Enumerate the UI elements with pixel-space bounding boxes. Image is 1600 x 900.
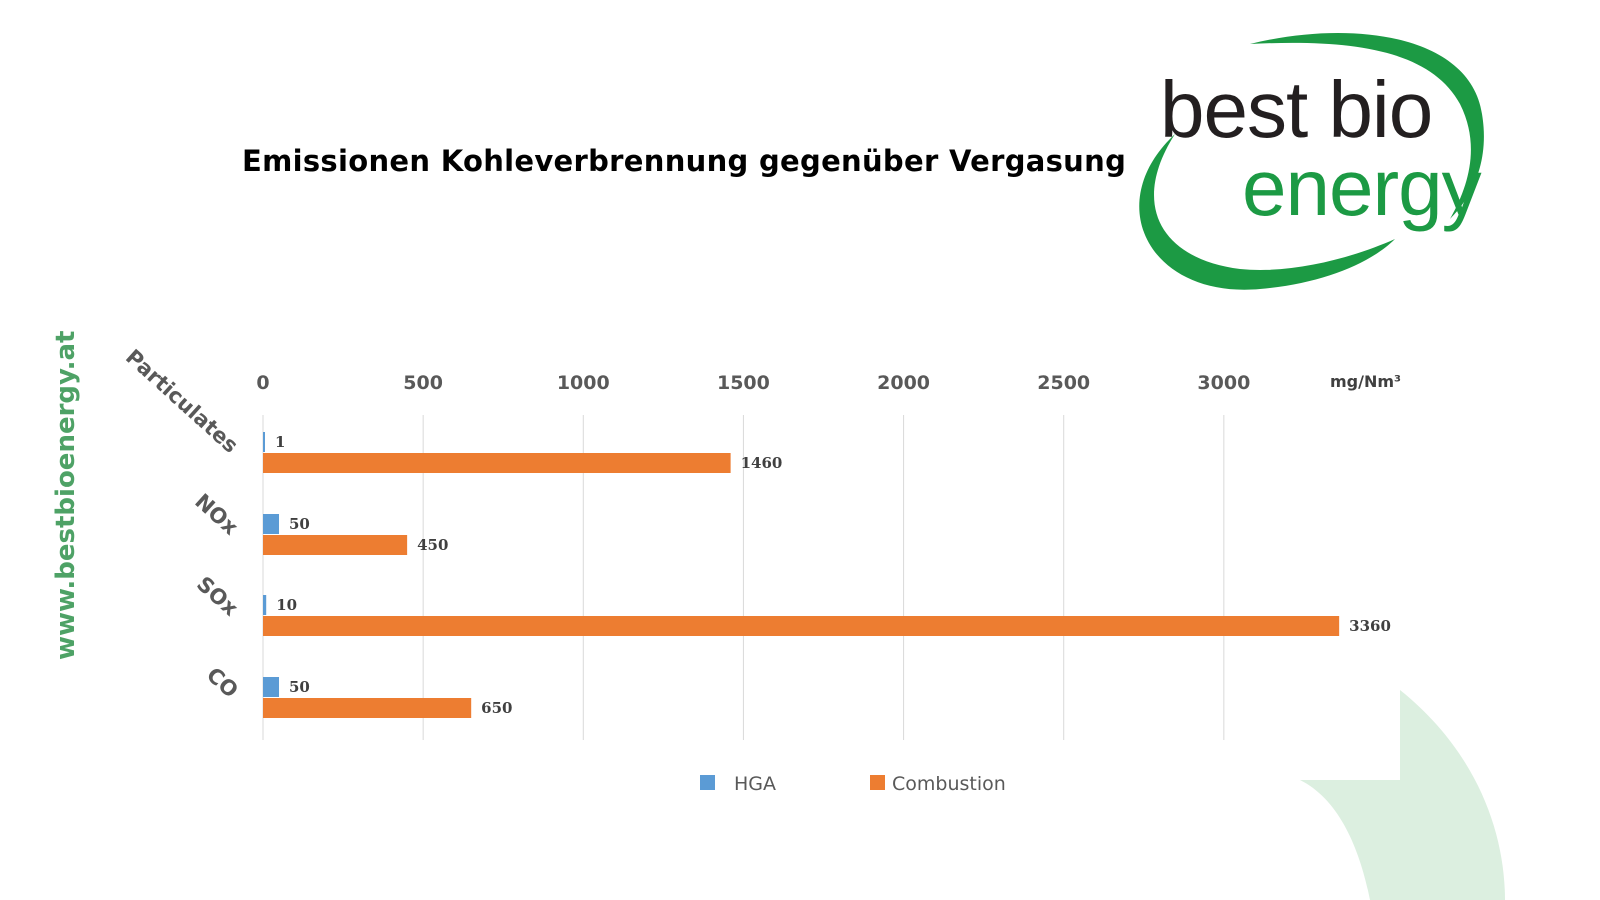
- bar-hga: [263, 677, 280, 697]
- data-label: 50: [289, 515, 310, 533]
- data-label: 450: [417, 536, 448, 554]
- category-label: SOx: [192, 572, 243, 621]
- legend-swatch: [870, 775, 885, 790]
- x-tick-label: 1500: [717, 372, 770, 394]
- category-label: CO: [202, 663, 243, 703]
- category-label: Particulates: [121, 345, 243, 458]
- legend: HGA Combustion: [700, 773, 1006, 795]
- x-tick-label: 2000: [877, 372, 930, 394]
- x-tick-label: 2500: [1037, 372, 1090, 394]
- unit-label: mg/Nm³: [1330, 372, 1401, 391]
- logo-swoosh: [1139, 32, 1484, 290]
- bar-combustion: [263, 535, 408, 555]
- legend-label: Combustion: [892, 773, 1006, 795]
- data-label: 650: [481, 699, 512, 717]
- bar-combustion: [263, 453, 731, 473]
- x-axis-ticks: 0 500 1000 1500 2000 2500 3000: [256, 372, 1250, 394]
- decorative-arrow-shape: [1300, 680, 1600, 900]
- slide-title: Emissionen Kohleverbrennung gegenüber Ve…: [242, 144, 1127, 178]
- data-labels: 1 1460 50 450 10 3360 50 650: [275, 433, 1391, 717]
- data-label: 1460: [741, 454, 783, 472]
- bar-hga: [263, 432, 265, 452]
- bar-hga: [263, 595, 267, 615]
- data-label: 10: [276, 596, 297, 614]
- x-tick-label: 1000: [557, 372, 610, 394]
- bar-hga: [263, 514, 280, 534]
- legend-label: HGA: [734, 773, 776, 795]
- logo-text-energy: energy: [1242, 143, 1482, 232]
- x-tick-label: 0: [256, 372, 269, 394]
- bar-combustion: [263, 616, 1340, 636]
- bar-combustion: [263, 698, 472, 718]
- company-logo: best bio energy: [1120, 24, 1540, 304]
- category-label: NOx: [190, 489, 243, 540]
- data-label: 1: [275, 433, 285, 451]
- data-label: 50: [289, 678, 310, 696]
- data-label: 3360: [1349, 617, 1391, 635]
- legend-swatch: [700, 775, 715, 790]
- bars: [263, 432, 1340, 718]
- x-tick-label: 3000: [1197, 372, 1250, 394]
- category-labels: Particulates NOx SOx CO: [121, 345, 243, 703]
- logo-text-best-bio: best bio: [1160, 65, 1433, 154]
- x-tick-label: 500: [403, 372, 443, 394]
